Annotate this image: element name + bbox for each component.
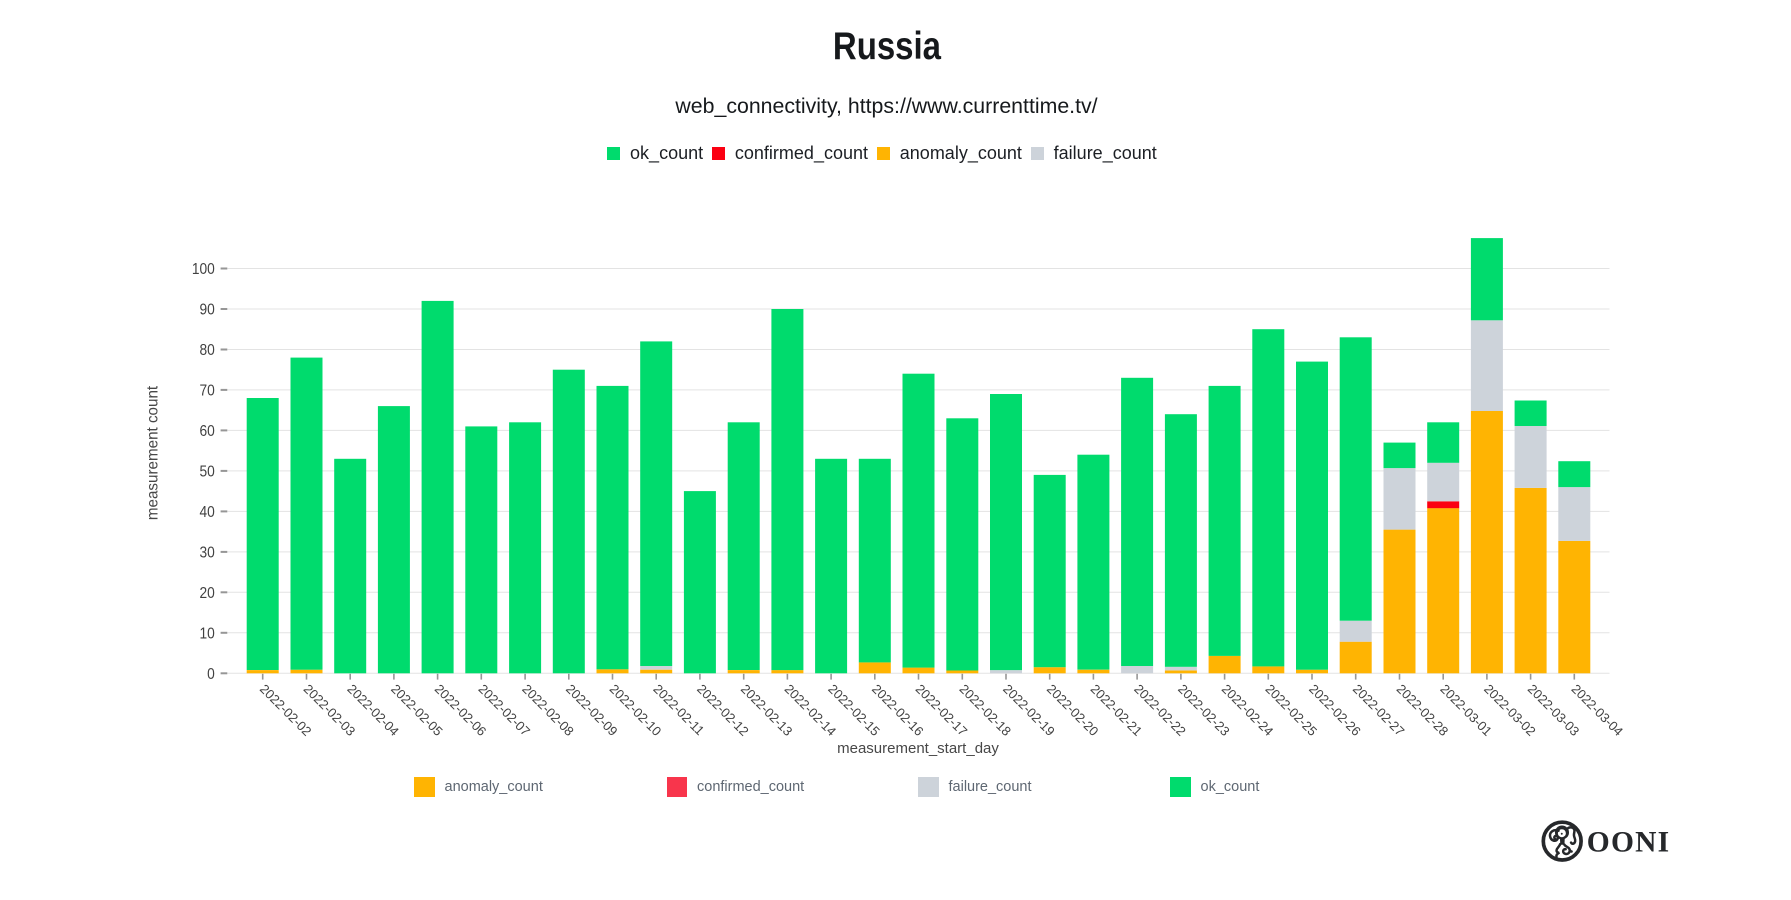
svg-text:90: 90 — [199, 301, 214, 319]
svg-text:measurement_start_day: measurement_start_day — [837, 740, 999, 757]
svg-text:100: 100 — [192, 260, 215, 278]
svg-text:50: 50 — [199, 463, 214, 481]
svg-text:measurement count: measurement count — [144, 385, 161, 520]
svg-text:40: 40 — [199, 503, 214, 521]
svg-text:20: 20 — [199, 584, 214, 602]
svg-text:10: 10 — [199, 624, 214, 642]
svg-text:OONI: OONI — [1587, 827, 1670, 859]
svg-text:60: 60 — [199, 422, 214, 440]
svg-text:0: 0 — [207, 665, 215, 683]
svg-text:30: 30 — [199, 544, 214, 562]
svg-text:80: 80 — [199, 341, 214, 359]
svg-text:70: 70 — [199, 382, 214, 400]
